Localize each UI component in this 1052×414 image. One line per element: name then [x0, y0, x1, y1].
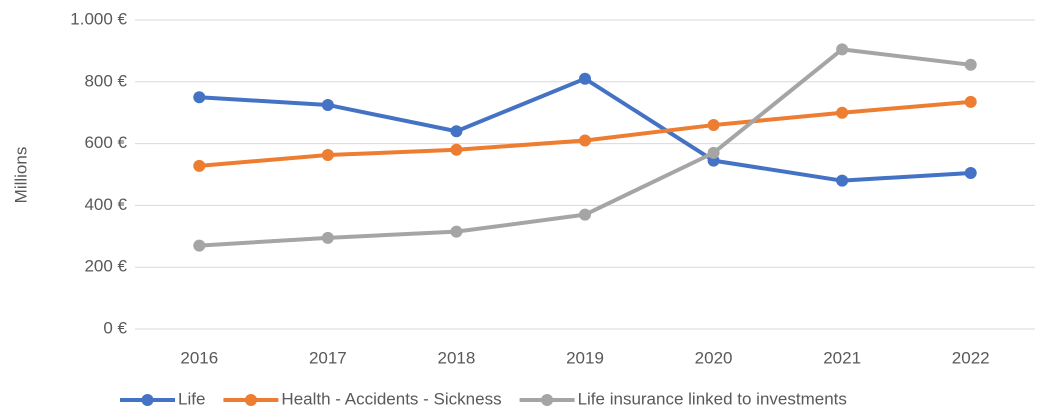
data-point: [450, 143, 463, 156]
series-line: [199, 76, 971, 183]
x-tick-label: 2019: [566, 348, 604, 367]
x-tick-label: 2020: [695, 348, 733, 367]
y-axis-label: Millions: [11, 147, 30, 204]
legend-marker: [541, 394, 554, 406]
data-point: [964, 166, 977, 179]
legend-label: Life: [178, 389, 205, 408]
data-point: [450, 125, 463, 138]
x-tick-label: 2017: [309, 348, 347, 367]
data-point: [193, 239, 206, 252]
data-point: [193, 91, 206, 104]
legend-label: Health - Accidents - Sickness: [281, 389, 501, 408]
legend-label: Life insurance linked to investments: [578, 389, 847, 408]
data-point: [193, 159, 206, 172]
data-point: [321, 98, 334, 111]
series-line: [199, 99, 971, 168]
data-point: [964, 95, 977, 108]
x-tick-label: 2021: [823, 348, 861, 367]
data-point: [707, 146, 720, 159]
data-point: [579, 72, 591, 85]
data-point: [579, 134, 591, 147]
data-point: [836, 43, 849, 56]
legend-marker: [244, 394, 257, 406]
y-tick-label: 400 €: [84, 195, 127, 214]
y-tick-label: 200 €: [84, 257, 127, 276]
y-tick-label: 600 €: [84, 133, 127, 152]
x-tick-label: 2016: [180, 348, 218, 367]
data-point: [579, 208, 591, 221]
x-tick-label: 2018: [438, 348, 476, 367]
y-tick-label: 1.000 €: [70, 9, 127, 28]
legend-marker: [141, 394, 154, 406]
data-point: [321, 149, 334, 162]
data-point: [964, 58, 977, 71]
y-tick-label: 0 €: [103, 318, 127, 337]
data-point: [836, 174, 849, 187]
x-tick-label: 2022: [952, 348, 990, 367]
data-point: [707, 119, 720, 132]
y-tick-label: 800 €: [84, 71, 127, 90]
data-point: [450, 225, 463, 238]
data-point: [836, 106, 849, 119]
data-point: [321, 231, 334, 244]
